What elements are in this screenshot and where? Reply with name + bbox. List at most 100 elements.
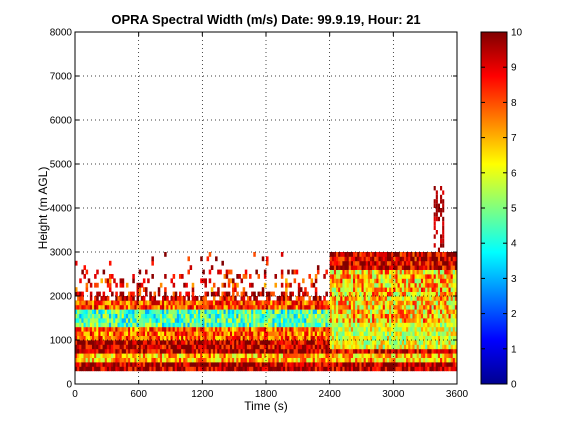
heatmap-cell [219,296,222,301]
heatmap-cell [336,287,339,292]
heatmap-cell [251,357,254,363]
heatmap-cell [212,331,216,336]
heatmap-cell [316,335,320,341]
heatmap-cell [302,278,305,284]
heatmap-cell [391,252,394,257]
heatmap-cell [397,348,401,354]
heatmap-cell [416,344,420,350]
heatmap-cell [128,348,131,354]
heatmap-cell [100,278,103,284]
heatmap-cell [210,291,214,297]
heatmap-cell [134,318,137,323]
heatmap-cell [104,348,108,354]
heatmap-cell [189,353,193,358]
heatmap-cell [166,304,169,310]
heatmap-cell [187,353,190,358]
heatmap-cell [138,304,142,310]
heatmap-cell [340,326,343,332]
heatmap-cell [340,274,343,279]
heatmap-cell [378,304,381,310]
heatmap-cell [189,322,193,328]
heatmap-cell [104,362,108,367]
heatmap-cell [372,353,375,358]
heatmap-cell [302,331,305,336]
heatmap-cell [361,313,365,319]
heatmap-cell [444,322,447,328]
heatmap-cell [108,335,112,341]
heatmap-cell [340,331,343,336]
heatmap-cell [246,357,250,363]
heatmap-cell [266,331,269,336]
heatmap-cell [87,344,91,350]
heatmap-cell [295,322,299,328]
heatmap-cell [403,296,407,301]
heatmap-cell [414,348,418,354]
heatmap-cell [363,274,367,279]
heatmap-cell [403,260,407,266]
heatmap-cell [229,309,233,314]
heatmap-cell [251,331,254,336]
heatmap-cell [378,322,381,328]
heatmap-cell [142,296,146,301]
heatmap-cell [208,348,212,354]
heatmap-cell [429,269,432,275]
heatmap-cell [359,300,362,306]
heatmap-cell [440,186,443,191]
heatmap-cell [255,322,258,328]
heatmap-cell [145,300,148,306]
heatmap-cell [234,348,237,354]
heatmap-cell [452,309,456,314]
heatmap-cell [412,362,415,367]
heatmap-cell [111,313,114,319]
heatmap-cell [198,322,201,328]
heatmap-cell [327,366,331,372]
heatmap-cell [435,326,439,332]
heatmap-cell [386,340,390,345]
heatmap-cell [185,331,188,336]
heatmap-cell [429,362,432,367]
heatmap-cell [323,304,326,310]
heatmap-cell [382,348,386,354]
heatmap-cell [376,322,379,328]
heatmap-cell [96,318,99,323]
heatmap-cell [427,278,430,284]
heatmap-cell [164,309,167,314]
heatmap-cell [406,362,409,367]
heatmap-cell [162,340,165,345]
heatmap-cell [280,366,284,372]
heatmap-cell [136,348,140,354]
heatmap-cell [302,357,305,363]
heatmap-cell [253,344,256,350]
heatmap-cell [374,256,377,262]
heatmap-cell [431,296,435,301]
heatmap-cell [149,326,152,332]
heatmap-cell [75,318,78,323]
heatmap-cell [425,326,428,332]
heatmap-cell [227,278,231,284]
heatmap-cell [121,282,125,288]
heatmap-cell [355,362,358,367]
heatmap-cell [346,331,350,336]
heatmap-cell [382,296,386,301]
heatmap-cell [386,344,390,350]
heatmap-cell [128,331,131,336]
heatmap-cell [115,300,118,306]
heatmap-cell [333,274,337,279]
heatmap-cell [314,362,318,367]
heatmap-cell [238,335,241,341]
heatmap-cell [268,304,271,310]
heatmap-cell [232,322,235,328]
heatmap-cell [89,322,93,328]
heatmap-cell [357,362,360,367]
heatmap-cell [425,362,428,367]
heatmap-cell [75,287,78,292]
heatmap-cell [132,366,135,372]
heatmap-cell [181,340,184,345]
heatmap-cell [391,278,394,284]
heatmap-cell [136,318,140,323]
heatmap-cell [236,353,239,358]
heatmap-cell [329,291,333,297]
heatmap-cell [440,322,443,328]
heatmap-cell [423,309,426,314]
heatmap-cell [302,348,305,354]
